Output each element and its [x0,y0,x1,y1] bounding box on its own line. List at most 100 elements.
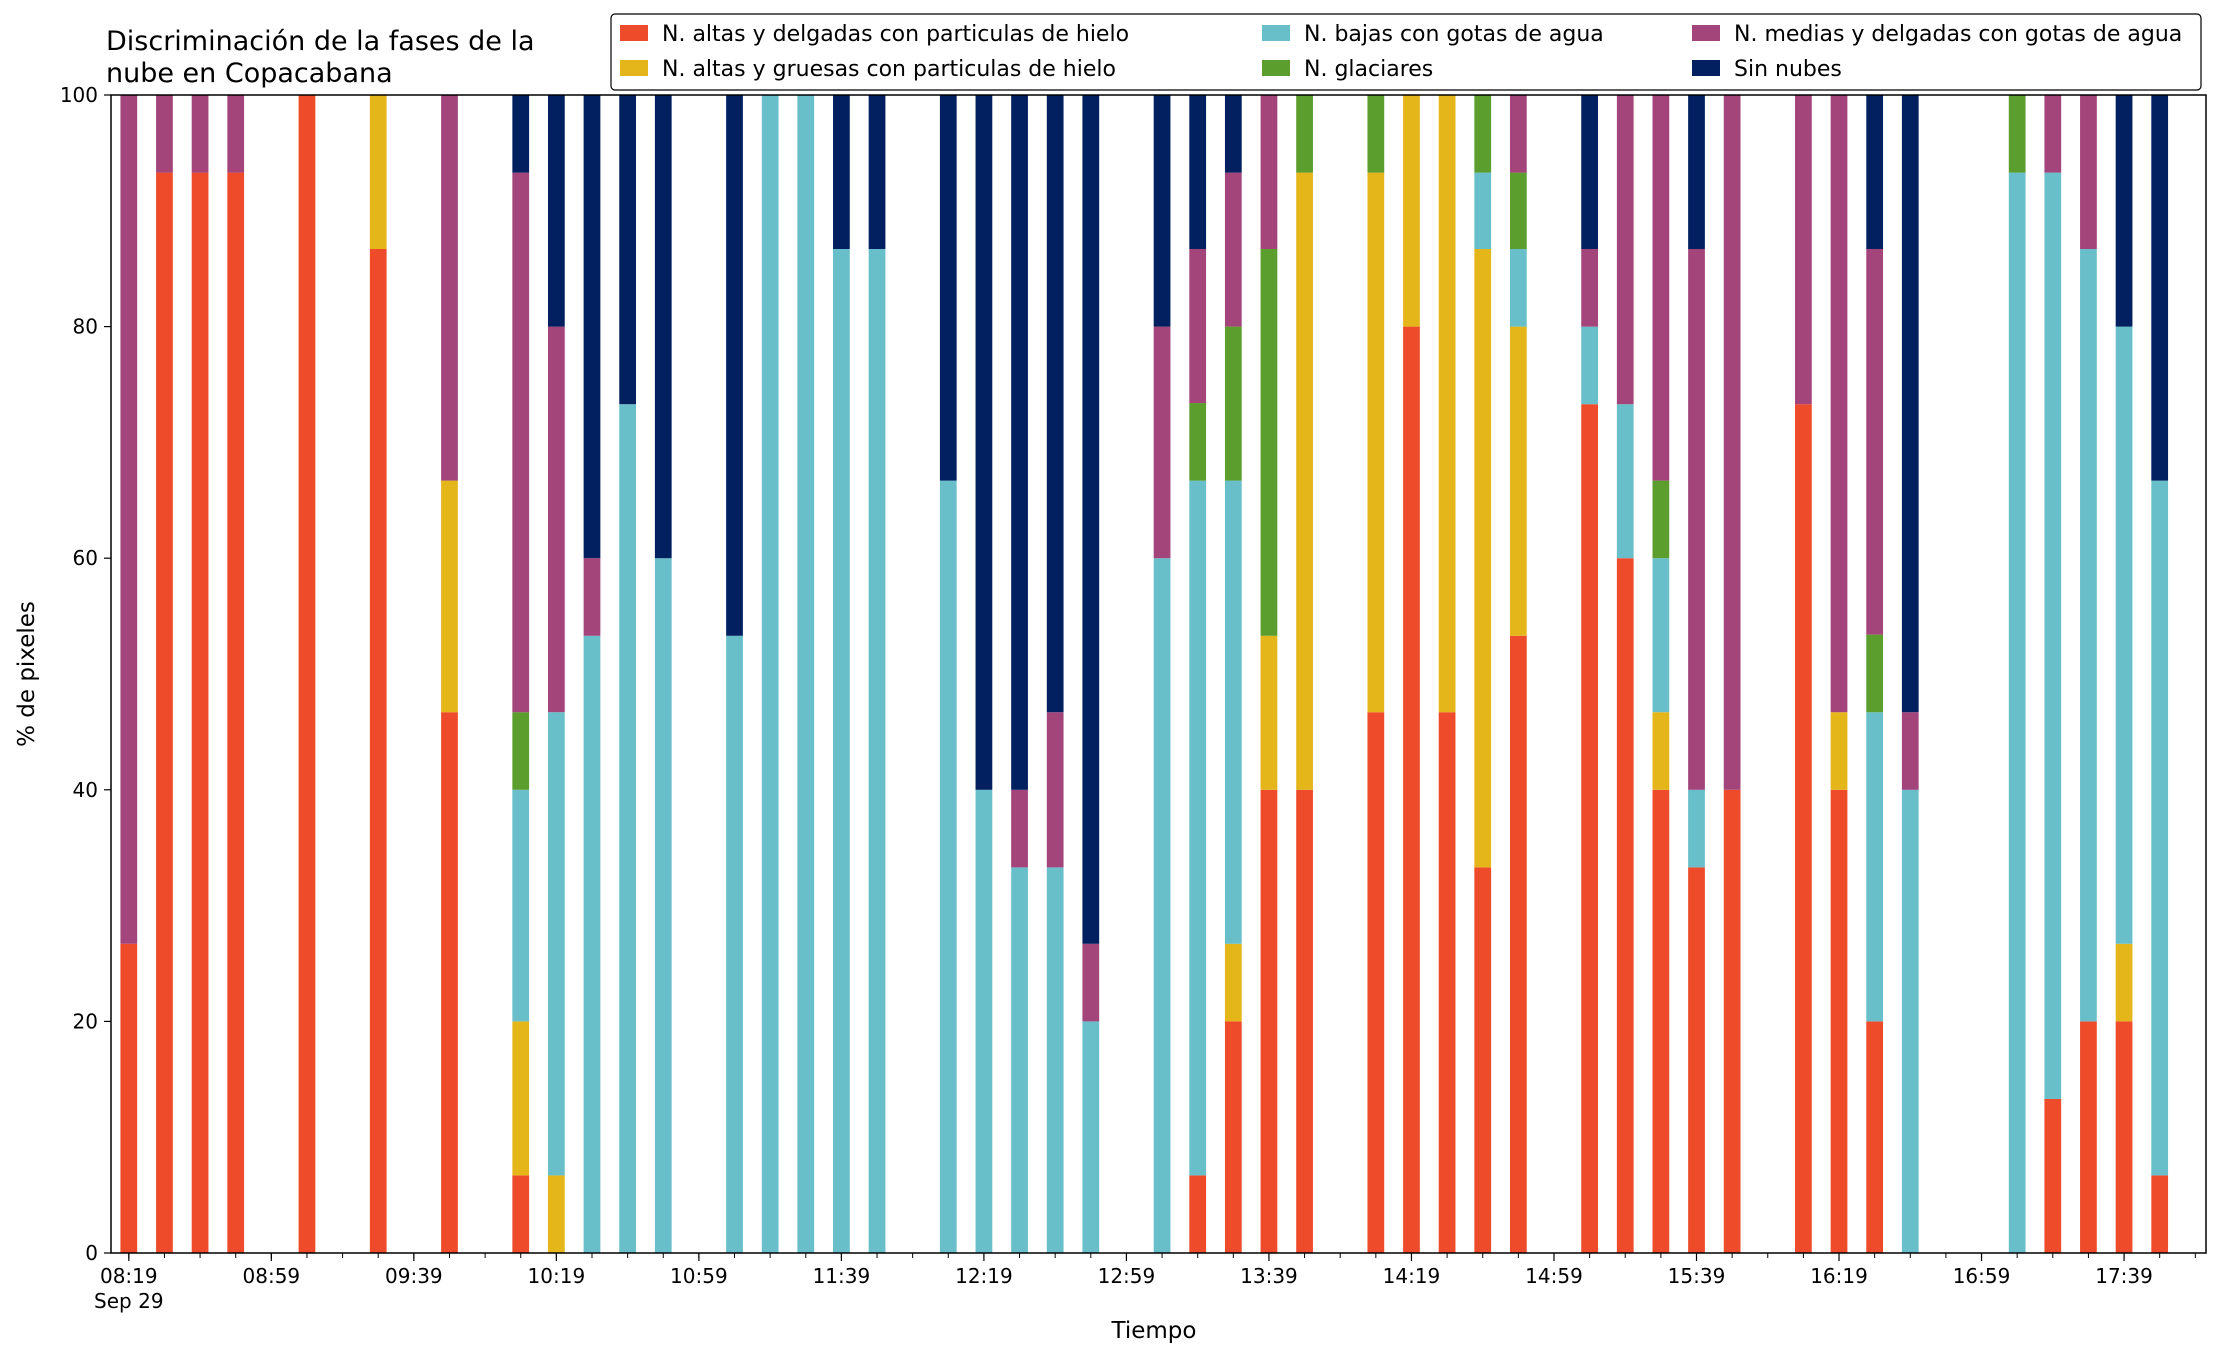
bar-segment-41-series-2 [2008,172,2026,1254]
bar-segment-43-series-2 [2080,249,2097,1022]
bar-segment-45-series-0 [2151,1175,2169,1253]
plot-frame [110,94,2207,1254]
legend-swatch-5 [1692,60,1720,76]
legend-label-5: Sin nubes [1734,57,1842,82]
bar-segment-18-series-5 [975,95,993,790]
bar-segment-34-series-4 [1652,95,1670,481]
bar-segment-25-series-3 [1260,249,1278,636]
bar-segment-24-series-4 [1224,172,1242,327]
bar-segment-16-series-2 [868,249,886,1253]
bar-segment-26-series-1 [1296,172,1313,790]
bar-segment-38-series-1 [1830,712,1848,790]
bar-segment-27-series-3 [1367,95,1385,173]
legend: N. altas y delgadas con particulas de hi… [610,13,2202,91]
bar-segment-41-series-3 [2008,95,2026,173]
bar-segment-15-series-2 [833,249,850,1253]
bar-segment-19-series-4 [1011,789,1028,868]
legend-swatch-0 [620,25,648,41]
bar-segment-34-series-1 [1652,712,1670,790]
bar-segment-30-series-3 [1474,95,1492,173]
bar-segment-31-series-2 [1509,249,1527,327]
bar-segment-5-series-0 [369,249,387,1253]
bar-segment-2-series-0 [191,172,209,1254]
bar-segment-17-series-2 [939,480,957,1253]
legend-label-2: N. bajas con gotas de agua [1304,22,1604,47]
chart-title-line-1: Discriminación de la fases de la [106,26,535,57]
bar-segment-23-series-3 [1189,403,1207,481]
bar-segment-7-series-4 [512,172,530,713]
bar-segment-7-series-5 [512,95,530,173]
bar-segment-44-series-5 [2115,95,2133,327]
bar-segment-37-series-4 [1795,95,1812,405]
legend-frame [610,13,2202,91]
x-tick-label: 14:19 [1383,1264,1441,1288]
y-tick-label: 100 [60,83,98,107]
bar-segment-17-series-5 [939,95,957,481]
bar-segment-44-series-0 [2115,1021,2133,1253]
bar-segment-9-series-4 [583,558,601,636]
bar-segment-32-series-2 [1581,326,1598,405]
bar-segment-27-series-0 [1367,712,1385,1253]
bar-segment-24-series-2 [1224,480,1242,944]
bar-segment-7-series-1 [512,1021,530,1176]
bar-segment-31-series-0 [1509,635,1527,1253]
bar-segment-35-series-4 [1688,249,1705,790]
bar-segment-10-series-5 [619,95,636,405]
x-tick-label: 09:39 [385,1264,443,1288]
bar-segment-39-series-3 [1866,634,1884,713]
bar-segment-8-series-2 [547,712,565,1176]
legend-label-3: N. glaciares [1304,57,1433,82]
bar-segment-20-series-5 [1046,95,1064,713]
bar-segment-19-series-5 [1011,95,1028,790]
bar-segment-30-series-0 [1474,867,1492,1253]
bar-segment-0-series-4 [120,95,138,944]
bar-segment-28-series-0 [1403,326,1420,1254]
x-tick-label: 16:19 [1810,1264,1868,1288]
bar-segment-3-series-4 [227,95,245,173]
bar-segment-36-series-4 [1723,95,1741,790]
x-tick-label: 17:39 [2095,1264,2153,1288]
bar-segment-26-series-3 [1296,95,1313,173]
bar-segment-15-series-5 [833,95,850,250]
x-tick-label: 10:59 [670,1264,728,1288]
bar-segment-33-series-4 [1616,95,1634,405]
bar-segment-31-series-1 [1509,326,1527,636]
bar-segment-38-series-4 [1830,95,1848,713]
x-tick-label: 12:19 [955,1264,1013,1288]
bar-segment-9-series-5 [583,95,601,559]
x-tick-label: 14:59 [1525,1264,1583,1288]
bar-segment-23-series-2 [1189,480,1207,1176]
bar-segment-42-series-0 [2044,1098,2062,1253]
bar-segment-7-series-0 [512,1175,530,1253]
bar-segment-45-series-5 [2151,95,2169,481]
bars-layer [120,95,2169,1254]
bar-segment-40-series-2 [1901,789,1919,1253]
x-tick-label: 16:59 [1953,1264,2011,1288]
bar-segment-21-series-2 [1082,1021,1100,1253]
legend-swatch-2 [1262,25,1290,41]
bar-segment-32-series-4 [1581,249,1598,327]
y-tick-label: 40 [73,778,98,802]
legend-swatch-3 [1262,60,1290,76]
bar-segment-9-series-2 [583,635,601,1253]
bar-segment-14-series-2 [797,95,815,1253]
bar-segment-6-series-0 [441,712,458,1253]
bar-segment-35-series-0 [1688,867,1705,1253]
x-axis-label: Tiempo [1111,1318,1197,1344]
bar-segment-30-series-1 [1474,249,1492,868]
x-tick-sublabel: Sep 29 [94,1289,164,1313]
bar-segment-33-series-0 [1616,558,1634,1253]
bar-segment-4-series-0 [298,95,316,1253]
bar-segment-43-series-0 [2080,1021,2097,1253]
bar-segment-26-series-0 [1296,789,1313,1253]
y-tick-label: 0 [85,1241,98,1265]
bar-segment-20-series-4 [1046,712,1064,868]
bar-segment-33-series-2 [1616,404,1634,559]
bar-segment-39-series-5 [1866,95,1884,250]
bar-segment-20-series-2 [1046,867,1064,1253]
y-axis-label: % de pixeles [14,601,40,747]
bar-segment-13-series-2 [761,95,779,1253]
y-tick-label: 80 [73,315,98,339]
